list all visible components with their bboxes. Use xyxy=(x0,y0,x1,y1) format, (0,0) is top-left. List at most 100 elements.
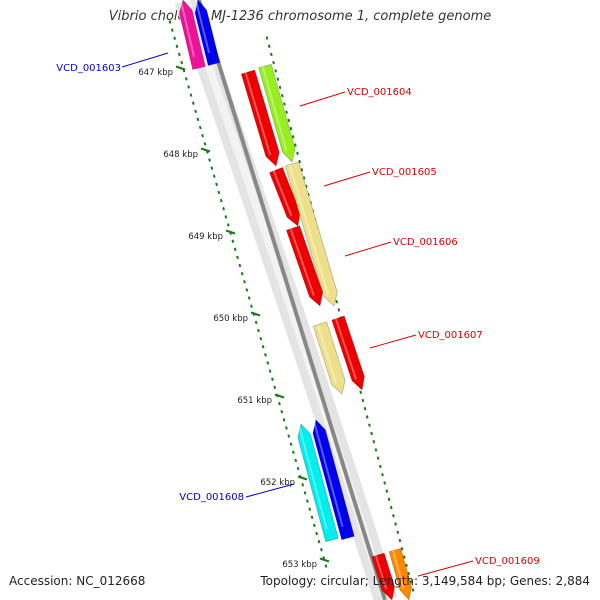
right-tick-track-dot xyxy=(368,423,371,427)
gene-1607-red-arrow xyxy=(331,315,365,391)
left-tick-track-dot xyxy=(187,85,191,89)
right-tick-track-dot xyxy=(363,407,367,411)
gene-leader-line xyxy=(344,241,392,257)
left-tick-track-dot xyxy=(233,247,237,252)
left-tick-track-dot xyxy=(243,280,246,284)
gene-leader-line xyxy=(417,560,474,577)
left-tick-track-dot xyxy=(222,207,225,211)
left-tick-track-dot xyxy=(296,466,300,471)
gene-1604-red-arrow-highlight xyxy=(244,72,272,156)
left-tick-track-dot xyxy=(236,255,239,260)
right-tick-track-dot xyxy=(392,514,395,518)
gene-1605-red-arrow-highlight xyxy=(272,170,293,217)
kbp-tick-label: 653 kbp xyxy=(282,560,317,570)
left-tick-track-dot xyxy=(305,499,309,503)
left-tick-track-dot xyxy=(201,133,204,138)
right-tick-track-dot xyxy=(383,481,387,485)
right-tick-track-dot xyxy=(270,52,273,57)
left-tick-track-dot xyxy=(266,361,270,365)
left-tick-track-dot xyxy=(196,117,200,122)
left-tick-track-dot xyxy=(240,271,244,276)
left-tick-track-dot xyxy=(257,328,260,333)
kbp-tick-label: 648 kbp xyxy=(163,150,198,160)
right-tick-track-dot xyxy=(387,497,391,502)
left-tick-track-dot xyxy=(189,93,193,97)
right-tick-track-dot xyxy=(409,580,413,584)
left-tick-track-dot xyxy=(303,491,307,495)
left-tick-track-dot xyxy=(184,77,188,81)
major-tick-mark xyxy=(250,311,261,317)
major-tick-mark xyxy=(297,475,308,481)
left-tick-track-dot xyxy=(177,52,181,57)
left-tick-track-dot xyxy=(254,320,258,325)
left-tick-track-dot xyxy=(168,20,172,24)
left-tick-track-dot xyxy=(264,353,267,357)
left-tick-track-dot xyxy=(301,483,305,487)
left-tick-track-dot xyxy=(280,410,284,414)
gene-label: VCD_001606 xyxy=(393,237,458,248)
left-tick-track-dot xyxy=(219,198,223,203)
right-tick-track-dot xyxy=(278,85,282,90)
right-tick-track-dot xyxy=(370,431,373,436)
left-tick-track-dot xyxy=(278,401,281,406)
gene-1608-blue-arrow xyxy=(312,419,355,541)
cds-1609-orange-arrow xyxy=(388,547,412,600)
right-tick-track-dot xyxy=(272,61,275,65)
left-tick-track-dot xyxy=(273,385,277,390)
gene-1607-red-arrow-highlight xyxy=(334,318,357,380)
right-tick-track-dot xyxy=(385,489,389,493)
left-tick-track-dot xyxy=(191,101,195,105)
major-tick-mark xyxy=(200,147,211,153)
right-tick-track-dot xyxy=(304,184,308,189)
right-tick-track-dot xyxy=(398,538,402,543)
right-tick-track-dot xyxy=(287,118,291,123)
gene-label: VCD_001603 xyxy=(56,63,121,74)
gene-1605-red-arrow xyxy=(268,166,301,227)
major-tick-mark xyxy=(274,393,285,399)
left-tick-track-dot xyxy=(282,418,286,422)
cds-1605-tan-arrow-highlight xyxy=(288,164,330,296)
gene-1609-red-arrow xyxy=(371,552,396,600)
kbp-tick-label: 647 kbp xyxy=(138,68,173,78)
right-tick-track-dot xyxy=(296,151,299,156)
right-tick-track-dot xyxy=(300,168,304,172)
left-tick-track-dot xyxy=(245,288,249,292)
right-tick-track-dot xyxy=(378,464,382,469)
left-tick-track-dot xyxy=(175,44,179,49)
right-tick-track-dot xyxy=(293,143,297,147)
left-tick-track-dot xyxy=(194,109,197,114)
gene-label: VCD_001605 xyxy=(372,167,437,178)
cds-1606-tan-arrow-highlight xyxy=(316,324,338,384)
right-tick-track-dot xyxy=(298,159,302,164)
right-tick-track-dot xyxy=(376,456,380,460)
cds-1609-orange-arrow-highlight xyxy=(392,550,405,590)
left-tick-track-dot xyxy=(271,377,274,381)
left-tick-track-dot xyxy=(198,125,202,130)
left-tick-track-dot xyxy=(261,345,265,349)
cds-1603-magenta-arrow xyxy=(178,0,206,70)
left-tick-track-dot xyxy=(170,28,174,32)
left-tick-track-dot xyxy=(238,263,242,268)
right-tick-track-dot xyxy=(361,398,365,403)
cds-1603-magenta-arrow-highlight xyxy=(179,0,196,58)
left-tick-track-dot xyxy=(203,142,207,146)
left-tick-track-dot xyxy=(315,531,319,536)
left-tick-track-dot xyxy=(324,564,328,568)
gene-label: VCD_001607 xyxy=(418,330,483,341)
gene-leader-line xyxy=(323,171,371,187)
kbp-tick-label: 652 kbp xyxy=(260,478,295,488)
backbone-line xyxy=(197,0,387,600)
accession-text: Accession: NC_012668 xyxy=(9,574,146,588)
right-tick-track-dot xyxy=(291,135,295,139)
right-tick-track-dot xyxy=(267,44,271,48)
left-tick-track-dot xyxy=(231,239,235,243)
gene-1608-blue-arrow-highlight xyxy=(312,420,344,528)
gene-label: VCD_001604 xyxy=(347,87,412,98)
left-tick-track-dot xyxy=(247,296,251,300)
right-tick-track-dot xyxy=(381,472,384,477)
cds-1608-cyan-arrow xyxy=(297,423,339,543)
major-tick-mark xyxy=(319,557,330,563)
gene-1609-red-arrow-highlight xyxy=(374,555,388,590)
left-tick-track-dot xyxy=(289,442,293,446)
